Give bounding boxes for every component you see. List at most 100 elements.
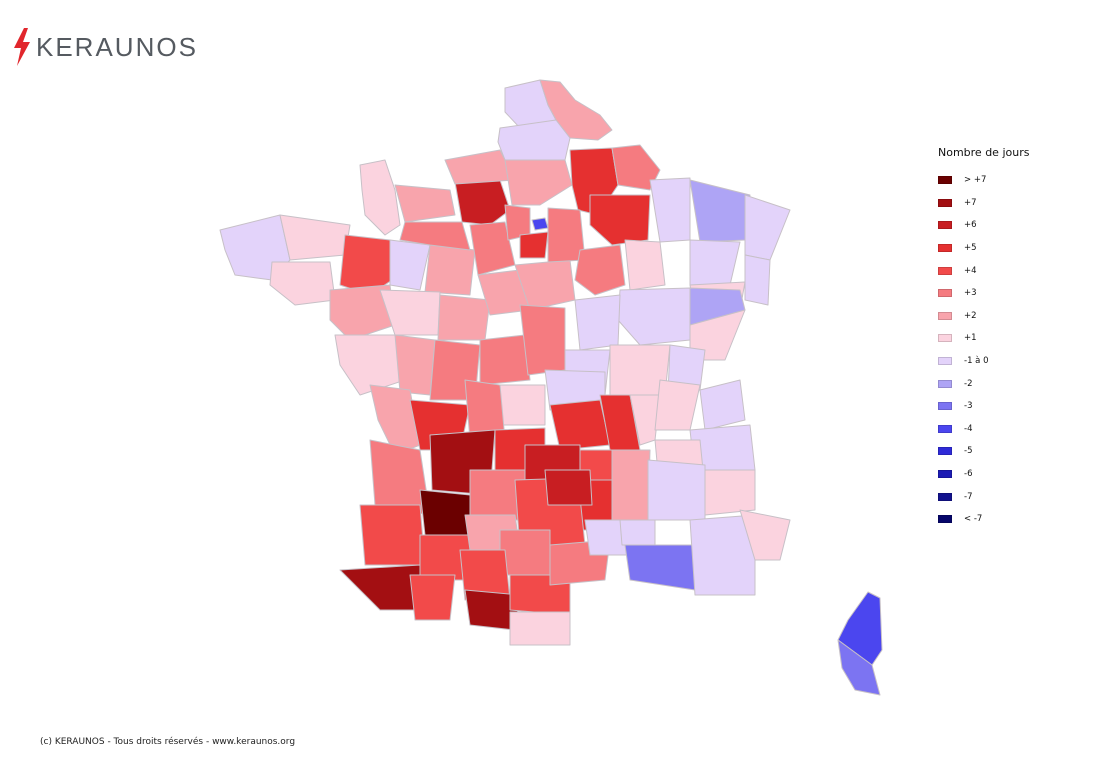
legend-label: -6 — [964, 469, 973, 480]
region-corse-du-sud — [837, 639, 881, 696]
region-tarn — [499, 529, 551, 576]
region-var — [689, 514, 756, 596]
legend-swatch — [938, 515, 952, 524]
region-landes — [359, 504, 426, 566]
legend-swatch — [938, 266, 952, 275]
region-orne — [399, 221, 471, 251]
region-loire-atlantique — [329, 284, 396, 341]
region-pyrenees-atlantiques — [339, 564, 421, 611]
region-essonne — [519, 231, 549, 259]
region-maine-et-loire — [379, 289, 441, 336]
region-moselle — [689, 179, 751, 243]
legend-swatch — [938, 176, 952, 185]
region-lot-et-garonne — [419, 489, 471, 536]
region-aube — [574, 244, 626, 296]
region-marne — [589, 194, 651, 246]
legend-swatch — [938, 470, 952, 479]
region-cher — [519, 304, 566, 376]
legend: Nombre de jours > +7 +7 +6 +5 +4 +3 +2 +1 -1 à 0… — [938, 146, 1058, 531]
region-haute-savoie — [699, 379, 746, 431]
region-lozere — [544, 469, 593, 506]
region-indre — [479, 334, 531, 386]
legend-item: -4 — [938, 418, 1058, 441]
legend-swatch — [938, 447, 952, 456]
legend-swatch — [938, 492, 952, 501]
region-meurthe-et-moselle — [689, 239, 741, 286]
region-ain — [654, 379, 701, 431]
legend-swatch — [938, 357, 952, 366]
region-hautes-pyrenees — [409, 574, 456, 621]
region-cote-or — [617, 287, 691, 346]
legend-item: +6 — [938, 214, 1058, 237]
legend-label: +3 — [964, 288, 977, 299]
legend-label: -7 — [964, 491, 973, 502]
region-puy-de-dome — [549, 399, 611, 451]
region-pyrenees-orientales — [509, 611, 571, 646]
legend-item: +2 — [938, 305, 1058, 328]
region-bouches-du-rhone — [624, 544, 701, 591]
region-oise — [504, 159, 573, 206]
region-mayenne — [389, 239, 431, 291]
region-vaucluse — [619, 519, 656, 546]
region-meuse — [649, 177, 691, 243]
region-manche — [359, 159, 401, 236]
legend-swatch — [938, 289, 952, 298]
region-haut-rhin — [744, 254, 771, 306]
legend-items: > +7 +7 +6 +5 +4 +3 +2 +1 -1 à 0 -2 -3 -4 -5 -6 -7 < -7 — [938, 169, 1058, 531]
legend-label: +7 — [964, 197, 977, 208]
brand-name: KERAUNOS — [36, 31, 198, 62]
region-alpes-maritimes — [739, 509, 791, 561]
region-cotes-armor — [279, 214, 351, 261]
legend-label: > +7 — [964, 175, 987, 186]
legend-item: +7 — [938, 192, 1058, 215]
region-bas-rhin — [744, 194, 791, 261]
legend-item: -6 — [938, 463, 1058, 486]
legend-label: -2 — [964, 378, 973, 389]
legend-label: +6 — [964, 220, 977, 231]
region-eure — [454, 179, 511, 226]
region-alpes-hte-provence — [704, 469, 756, 516]
legend-swatch — [938, 221, 952, 230]
legend-item: +5 — [938, 237, 1058, 260]
region-calvados — [394, 184, 456, 223]
legend-item: +4 — [938, 259, 1058, 282]
legend-item: -1 à 0 — [938, 350, 1058, 373]
region-yonne — [574, 294, 621, 351]
copyright-text: (c) KERAUNOS - Tous droits réservés - ww… — [40, 737, 296, 747]
region-hautes-alpes — [647, 459, 706, 521]
region-morbihan — [269, 261, 336, 306]
region-nord — [539, 79, 613, 141]
legend-item: +3 — [938, 282, 1058, 305]
legend-title: Nombre de jours — [938, 146, 1030, 159]
legend-label: +5 — [964, 243, 977, 254]
legend-swatch — [938, 334, 952, 343]
legend-swatch — [938, 424, 952, 433]
legend-label: -4 — [964, 423, 973, 434]
region-sarthe — [424, 244, 476, 296]
brand-logo: KERAUNOS — [12, 28, 198, 66]
legend-swatch — [938, 379, 952, 388]
legend-label: +1 — [964, 333, 977, 344]
region-gironde — [369, 439, 431, 516]
legend-item: -5 — [938, 440, 1058, 463]
region-paris — [531, 217, 549, 231]
legend-label: -1 à 0 — [964, 356, 989, 367]
legend-item: > +7 — [938, 169, 1058, 192]
legend-label: -5 — [964, 446, 973, 457]
legend-item: -2 — [938, 372, 1058, 395]
legend-swatch — [938, 198, 952, 207]
legend-swatch — [938, 402, 952, 411]
legend-item: -7 — [938, 485, 1058, 508]
region-indre-et-loire — [437, 294, 491, 341]
legend-label: < -7 — [964, 514, 983, 525]
legend-item: -3 — [938, 395, 1058, 418]
legend-swatch — [938, 311, 952, 320]
legend-item: < -7 — [938, 508, 1058, 531]
legend-label: +2 — [964, 310, 977, 321]
region-deux-sevres — [394, 334, 436, 396]
legend-label: -3 — [964, 401, 973, 412]
legend-item: +1 — [938, 327, 1058, 350]
legend-label: +4 — [964, 265, 977, 276]
lightning-bolt-icon — [14, 28, 30, 66]
